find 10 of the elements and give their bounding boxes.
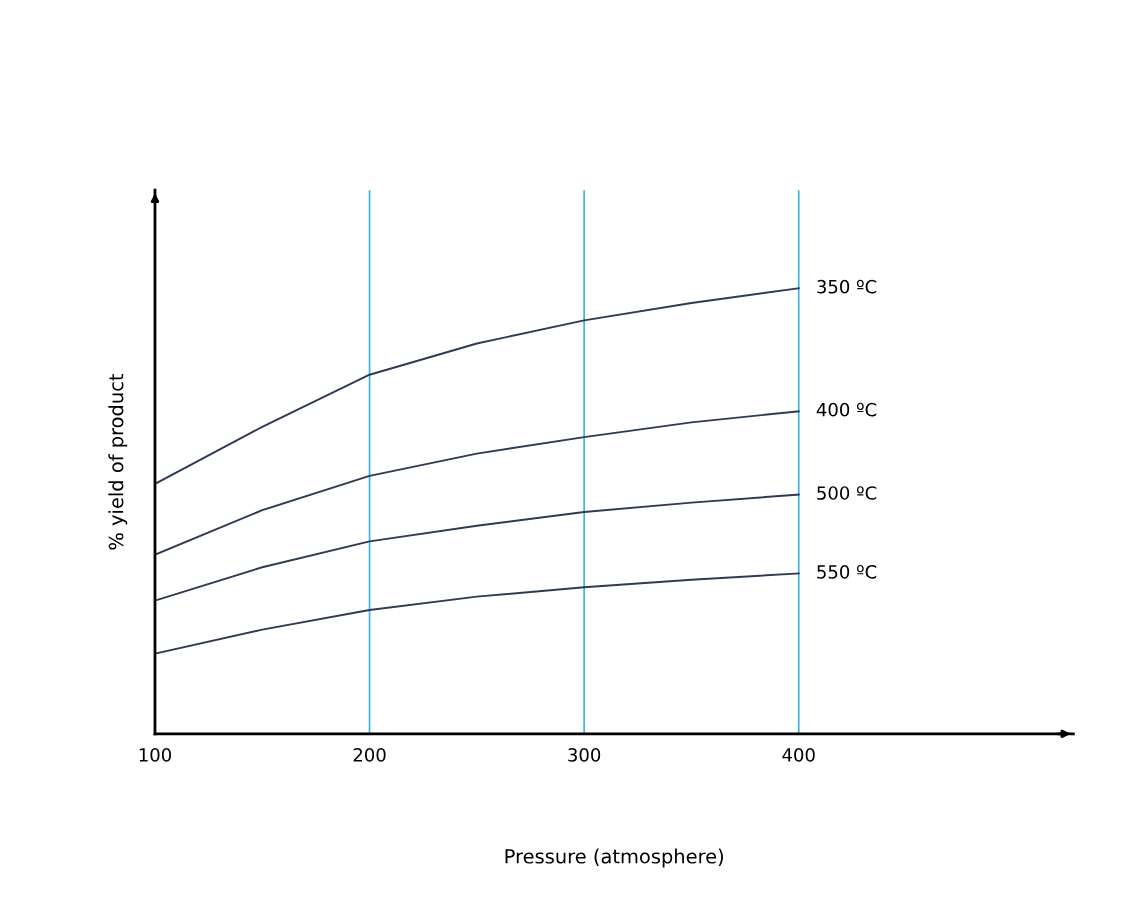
series-label: 350 ºC bbox=[817, 279, 877, 294]
x-tick-label: 300 bbox=[568, 748, 601, 762]
series-label: 550 ºC bbox=[817, 565, 877, 579]
x-tick-label: 100 bbox=[139, 748, 172, 762]
y-axis-title: % yield of product bbox=[108, 373, 128, 550]
series-label: 500 ºC bbox=[817, 486, 877, 500]
x-tick-label: 200 bbox=[353, 748, 386, 762]
x-tick-label: 400 bbox=[782, 748, 815, 762]
x-axis-title: Pressure (atmosphere) bbox=[505, 848, 724, 868]
series-label: 400 ºC bbox=[816, 402, 877, 417]
